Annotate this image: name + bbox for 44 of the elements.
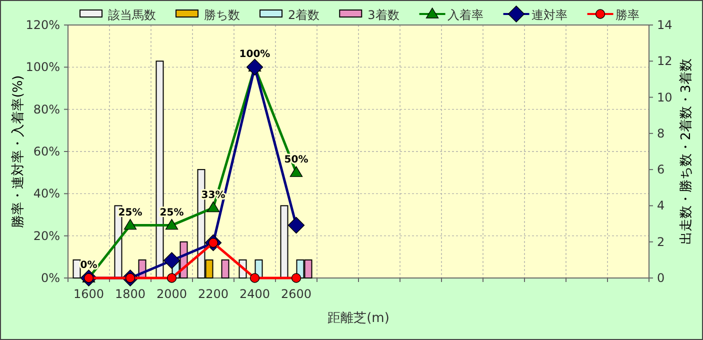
point: [206, 201, 220, 212]
data-label: 0%: [80, 260, 98, 271]
legend-label: 連対率: [531, 8, 568, 22]
y-tick-label: 80%: [33, 102, 60, 116]
x-tick-label: 2400: [239, 287, 270, 301]
point: [165, 218, 178, 230]
legend-label: 勝ち数: [204, 8, 240, 22]
point: [288, 216, 305, 234]
x-tick-label: 1600: [73, 287, 104, 301]
y-tick-label: 120%: [26, 18, 60, 32]
y2-tick-label: 2: [657, 234, 665, 249]
y-tick-label: 100%: [26, 60, 60, 74]
data-label: 100%: [239, 49, 270, 60]
y2-tick-label: 12: [657, 54, 672, 68]
point: [246, 58, 264, 76]
point: [124, 218, 137, 230]
point: [291, 273, 302, 283]
legend-label: 勝率: [615, 8, 640, 22]
x-axis-title: 距離芝(m): [328, 311, 390, 326]
y2-axis-title: 出走数・勝ち数・2着数・3着数: [678, 58, 694, 244]
bar: [221, 259, 230, 278]
y-tick-label: 0%: [40, 271, 60, 285]
point: [166, 273, 177, 283]
legend-label: 該当馬数: [108, 8, 156, 22]
legend-label: 2着数: [288, 8, 320, 22]
y2-tick-label: 8: [657, 126, 665, 140]
point: [250, 273, 260, 283]
y-axis-title: 勝率・連対率・入着率(%): [10, 75, 26, 228]
x-tick-label: 1800: [114, 287, 146, 301]
y-tick-label: 40%: [33, 186, 60, 201]
y2-tick-label: 14: [657, 18, 672, 32]
legend-label: 3着数: [368, 8, 400, 22]
y2-tick-label: 0: [657, 271, 665, 285]
x-tick-label: 2200: [198, 287, 229, 301]
y2-tick-label: 4: [657, 198, 665, 213]
legend-label: 入着率: [447, 8, 484, 22]
y-tick-label: 60%: [33, 144, 60, 158]
x-tick-label: 2600: [280, 287, 312, 301]
point: [163, 252, 180, 269]
y2-tick-label: 10: [657, 90, 672, 104]
x-tick-label: 2000: [156, 287, 188, 301]
y-tick-label: 20%: [33, 228, 60, 243]
y2-tick-label: 6: [657, 162, 665, 177]
point: [290, 166, 303, 177]
